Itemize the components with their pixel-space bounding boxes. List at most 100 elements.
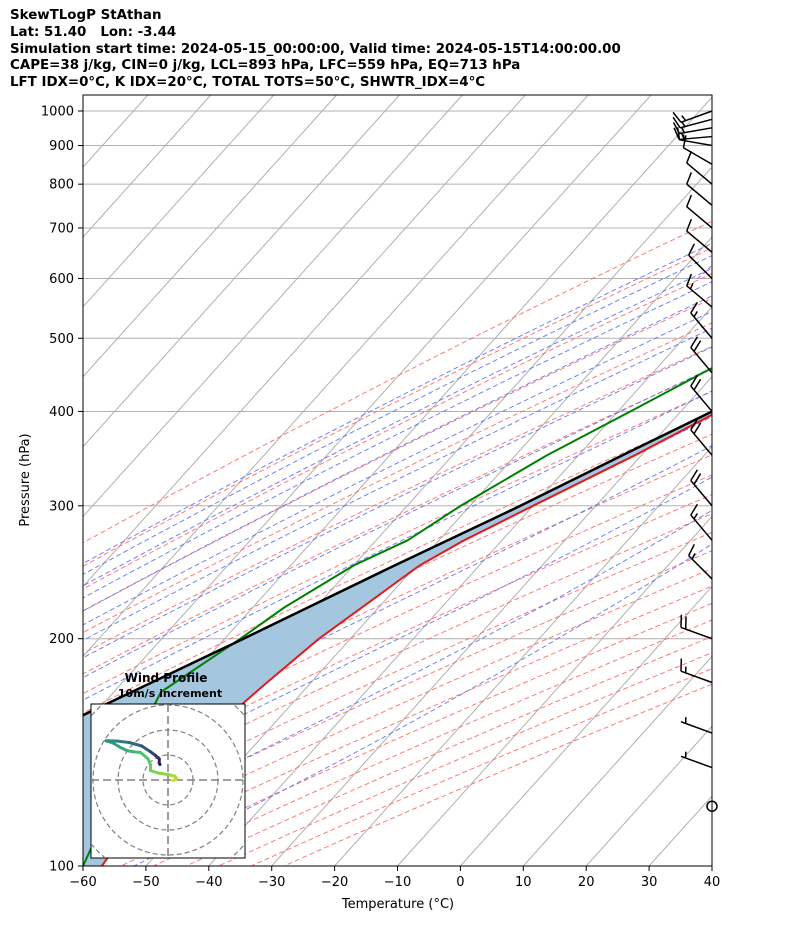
wind-barbs-layer: [672, 110, 718, 812]
barb-flag: [686, 273, 693, 287]
barb-flag: [690, 336, 699, 348]
hodograph-subtitle: 10m/s increment: [118, 687, 222, 700]
barb-flag: [690, 418, 699, 431]
dry-adiabat-line: [283, 683, 712, 866]
barb-flag: [686, 194, 693, 208]
axis-layer: −60 −50 −40 −30 −20 −10 0 10 20 30 40 1000 900 800 700…: [41, 104, 720, 890]
y-tick-label: 800: [49, 178, 74, 193]
y-tick-label: 200: [49, 632, 74, 647]
hodograph-segment: [157, 761, 162, 766]
dewpoint-line: [83, 366, 712, 866]
wind-barb: [690, 336, 713, 374]
isotherm-line: [145, 236, 712, 866]
wind-barb: [686, 273, 713, 308]
wind-barb: [680, 751, 713, 769]
y-tick-label: 400: [49, 405, 74, 420]
dry-adiabat-line: [83, 550, 712, 838]
barb-half-flag: [682, 134, 686, 141]
barb-flag: [693, 340, 702, 352]
hodograph-segment: [127, 741, 144, 748]
moist-adiabat-line: [83, 255, 712, 576]
isotherm-line: [83, 95, 400, 448]
barb-flag: [690, 469, 699, 481]
barb-flag: [690, 503, 699, 516]
cape-line: CAPE=38 j/kg, CIN=0 j/kg, LCL=893 hPa, L…: [10, 58, 521, 74]
barb-flag: [690, 301, 699, 314]
parcel-line: [83, 410, 712, 717]
barb-half-flag: [693, 513, 698, 520]
wind-barb: [690, 418, 713, 456]
wind-barb: [672, 110, 713, 123]
barb-half-flag: [681, 115, 687, 122]
isotherm-line: [460, 585, 712, 866]
wind-barb: [680, 717, 713, 734]
time-line: Simulation start time: 2024-05-15_00:00:…: [10, 41, 621, 57]
barb-shaft: [686, 183, 713, 206]
x-tick-label: 30: [641, 875, 658, 890]
isotherm-line: [83, 95, 275, 308]
x-tick-label: −40: [195, 875, 222, 890]
barb-half-flag: [680, 120, 686, 127]
dry-adiabat-line: [185, 636, 712, 866]
y-tick-label: 100: [49, 860, 74, 875]
wind-barb: [682, 135, 713, 165]
barb-flag: [686, 172, 693, 185]
y-tick-label: 900: [49, 139, 74, 154]
barb-flag: [693, 473, 702, 485]
barb-shaft: [686, 206, 713, 229]
barb-shaft: [680, 721, 713, 734]
isotherm-line: [271, 376, 712, 866]
barb-flag: [672, 111, 682, 123]
y-tick-label: 700: [49, 221, 74, 236]
hodograph-plot: [91, 704, 245, 858]
wind-barb: [706, 800, 718, 812]
barb-shaft: [680, 755, 713, 769]
dry-adiabat-line: [83, 531, 712, 821]
y-axis-label: Pressure (hPa): [18, 433, 33, 526]
barb-flag: [687, 543, 695, 556]
wind-barb: [680, 658, 713, 684]
barb-flag: [682, 135, 687, 148]
chart-header: SkewTLogP StAthan Lat: 51.40 Lon: -3.44 …: [10, 8, 780, 92]
wind-barb: [686, 194, 713, 229]
x-tick-label: −10: [384, 875, 411, 890]
isotherm-line: [83, 95, 589, 658]
dry-adiabat-line: [83, 412, 712, 714]
barb-flag: [673, 127, 680, 140]
x-tick-label: 20: [578, 875, 595, 890]
barb-shaft: [683, 147, 713, 165]
x-axis-label: Temperature (°C): [341, 897, 454, 912]
wind-barb: [690, 374, 713, 412]
isotherm-line: [83, 95, 337, 378]
barb-flag: [693, 378, 702, 391]
hodograph-segment: [115, 739, 131, 744]
wind-barb: [687, 243, 713, 280]
wind-barb: [687, 543, 713, 580]
x-tick-label: 40: [704, 875, 721, 890]
x-tick-label: 0: [456, 875, 464, 890]
dry-adiabat-line: [83, 220, 712, 544]
calm-circle: [706, 800, 718, 812]
barb-shaft: [680, 670, 713, 684]
isotherm-line: [648, 795, 712, 866]
grid-layer: [83, 95, 712, 866]
isotherm-line: [83, 95, 652, 727]
station-title: SkewTLogP StAthan: [10, 8, 162, 23]
barb-half-flag: [680, 126, 686, 134]
barb-half-flag: [689, 282, 694, 290]
hodograph-segment: [156, 771, 170, 776]
indices-line: LFT IDX=0°C, K IDX=20°C, TOTAL TOTS=50°C…: [10, 75, 486, 91]
isotherm-line: [208, 306, 712, 866]
x-tick-label: −30: [258, 875, 285, 890]
wind-barb: [690, 301, 713, 339]
y-tick-label: 600: [49, 272, 74, 287]
barb-flag: [693, 422, 702, 435]
hodograph-layer: [90, 703, 246, 859]
wind-barb: [686, 150, 713, 185]
isotherm-line: [522, 655, 712, 866]
barb-flag: [687, 243, 695, 256]
barb-shaft: [690, 347, 713, 374]
barb-shaft: [686, 230, 713, 253]
dry-adiabat-line: [83, 454, 712, 751]
wind-barb: [690, 503, 713, 541]
